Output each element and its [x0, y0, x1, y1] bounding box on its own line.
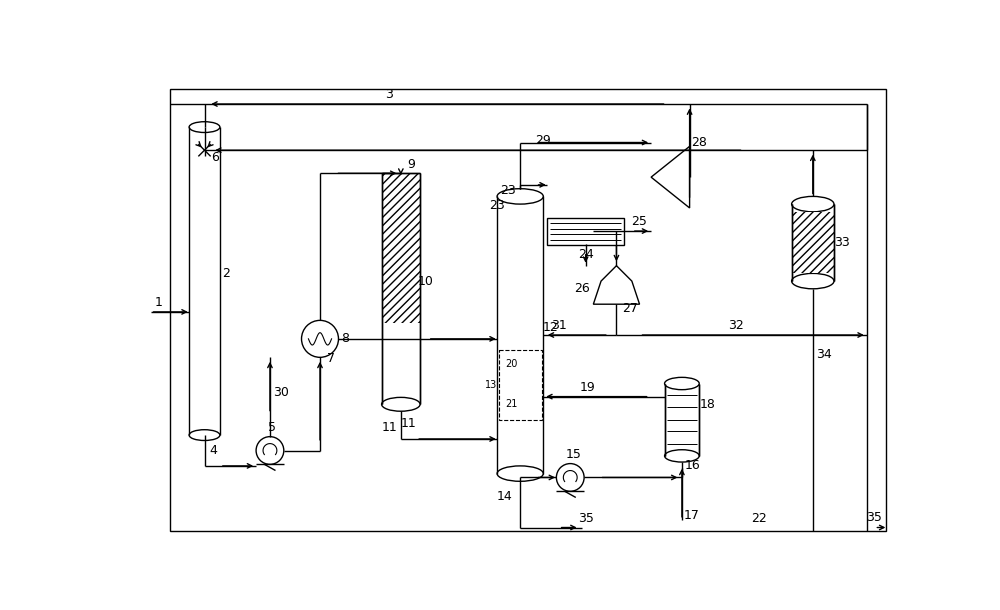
Text: 10: 10 — [418, 274, 433, 287]
Text: 33: 33 — [834, 236, 850, 249]
Text: 32: 32 — [728, 319, 744, 332]
Ellipse shape — [382, 397, 420, 411]
Text: 35: 35 — [866, 511, 882, 524]
Text: 15: 15 — [566, 448, 582, 461]
Text: 26: 26 — [574, 282, 590, 295]
Text: 3: 3 — [385, 88, 393, 101]
Text: 19: 19 — [580, 381, 596, 394]
Text: 11: 11 — [381, 421, 397, 434]
Bar — [382, 173, 420, 323]
Ellipse shape — [665, 378, 699, 390]
Text: 2: 2 — [222, 267, 230, 280]
Text: 25: 25 — [632, 215, 647, 228]
Text: 12: 12 — [543, 321, 559, 334]
Text: 18: 18 — [699, 398, 715, 411]
Bar — [499, 350, 542, 420]
Bar — [547, 218, 624, 245]
Text: 13: 13 — [485, 380, 497, 390]
Text: 23: 23 — [489, 199, 505, 212]
Text: 8: 8 — [341, 332, 349, 345]
Text: 30: 30 — [273, 386, 289, 400]
Circle shape — [556, 464, 584, 491]
Circle shape — [302, 320, 338, 357]
Ellipse shape — [792, 273, 834, 289]
Text: 21: 21 — [505, 400, 517, 409]
Ellipse shape — [189, 122, 220, 132]
Text: 28: 28 — [691, 136, 707, 149]
Text: 6: 6 — [211, 151, 219, 165]
Ellipse shape — [497, 466, 543, 481]
Text: 11: 11 — [401, 417, 416, 430]
Polygon shape — [593, 266, 640, 304]
Text: 27: 27 — [622, 301, 638, 315]
Ellipse shape — [792, 196, 834, 212]
Text: 16: 16 — [685, 459, 701, 472]
Text: 23: 23 — [500, 184, 516, 197]
Ellipse shape — [497, 188, 543, 204]
Text: 24: 24 — [578, 248, 594, 260]
Text: 14: 14 — [497, 490, 513, 503]
Text: 29: 29 — [535, 134, 551, 148]
Ellipse shape — [189, 429, 220, 440]
Text: 17: 17 — [683, 509, 699, 522]
Polygon shape — [651, 146, 690, 208]
Text: 4: 4 — [210, 444, 218, 457]
Text: 1: 1 — [154, 296, 162, 309]
Text: 20: 20 — [505, 359, 517, 369]
Text: 7: 7 — [327, 351, 335, 365]
Circle shape — [256, 437, 284, 464]
Text: 22: 22 — [751, 512, 767, 525]
Text: 34: 34 — [816, 348, 832, 361]
Ellipse shape — [665, 450, 699, 462]
Bar — [792, 212, 834, 273]
Text: 31: 31 — [551, 319, 567, 332]
Text: 5: 5 — [268, 421, 276, 434]
Text: 9: 9 — [408, 157, 416, 171]
Text: 35: 35 — [578, 512, 594, 525]
